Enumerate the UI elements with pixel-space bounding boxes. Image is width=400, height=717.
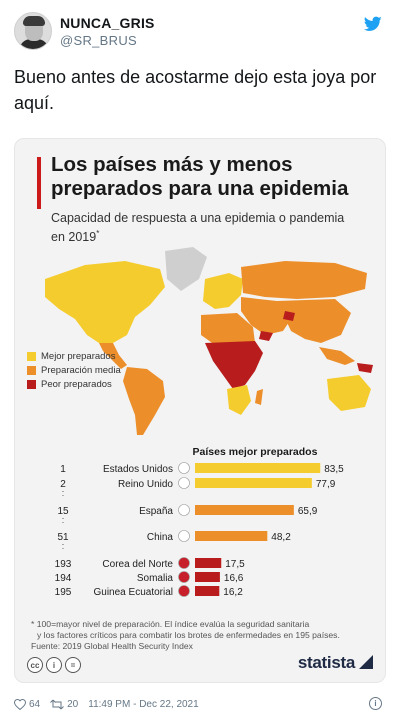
flag-kp-icon xyxy=(178,557,190,569)
chart-title: Países mejor preparados xyxy=(193,446,318,458)
twitter-bird-icon[interactable] xyxy=(364,16,382,32)
bar xyxy=(195,463,321,473)
infographic-title: Los países más y menos preparados para u… xyxy=(51,153,349,200)
heart-icon xyxy=(14,698,26,710)
retweet-count: 20 xyxy=(67,698,79,710)
legend-item-medium: Preparación media xyxy=(27,363,157,377)
world-map xyxy=(45,247,373,435)
value-label: 65,9 xyxy=(298,506,318,517)
rank-label: 194 xyxy=(55,573,72,584)
info-icon[interactable]: i xyxy=(369,697,382,710)
flag-uk-icon xyxy=(178,477,190,489)
rank-label: 195 xyxy=(55,587,72,598)
like-count: 64 xyxy=(29,698,41,710)
value-label: 16,6 xyxy=(224,573,244,584)
retweet-icon xyxy=(50,699,64,709)
avatar[interactable] xyxy=(14,12,52,50)
infographic-card[interactable]: Los países más y menos preparados para u… xyxy=(14,138,386,683)
gap-marker: : xyxy=(62,541,65,551)
value-label: 83,5 xyxy=(324,464,344,475)
display-name[interactable]: NUNCA_GRIS xyxy=(60,15,155,31)
like-button[interactable]: 64 xyxy=(14,698,41,710)
license-icons: cc i = xyxy=(27,657,81,673)
country-label: Guinea Ecuatorial xyxy=(94,587,174,598)
tweet-header: NUNCA_GRIS @SR_BRUS xyxy=(14,12,386,52)
value-label: 16,2 xyxy=(223,587,243,598)
value-label: 17,5 xyxy=(225,559,245,570)
rank-label: 15 xyxy=(57,506,69,517)
flag-so-icon xyxy=(178,571,190,583)
rank-label: 2 xyxy=(60,479,66,490)
bar xyxy=(195,558,222,568)
bar xyxy=(195,505,294,515)
infographic-subtitle: Capacidad de respuesta a una epidemia o … xyxy=(51,211,345,245)
flag-us-icon xyxy=(178,462,190,474)
bar-chart: Países mejor preparados ::: 1 Estados Unid… xyxy=(55,446,344,598)
value-label: 77,9 xyxy=(316,479,336,490)
retweet-button[interactable]: 20 xyxy=(50,699,78,710)
country-label: China xyxy=(147,532,174,543)
card-footer: cc i = statista xyxy=(15,653,385,682)
flag-gq-icon xyxy=(178,585,190,597)
cc-icon: cc xyxy=(27,657,43,673)
country-label: España xyxy=(139,506,173,517)
rank-label: 1 xyxy=(60,464,66,475)
country-label: Reino Unido xyxy=(118,479,173,490)
legend-item-worst: Peor preparados xyxy=(27,377,157,391)
map-legend: Mejor preparados Preparación media Peor … xyxy=(27,349,157,391)
timestamp[interactable]: 11:49 PM - Dec 22, 2021 xyxy=(88,698,199,710)
statista-logo[interactable]: statista xyxy=(298,653,373,673)
tweet-text: Bueno antes de acostarme dejo esta joya … xyxy=(14,67,377,113)
tweet-actions: 64 20 11:49 PM - Dec 22, 2021 i xyxy=(14,696,386,712)
footnote: * 100=mayor nivel de preparación. El índ… xyxy=(31,619,340,651)
title-accent-bar xyxy=(37,157,41,209)
bar xyxy=(195,586,220,596)
country-label: Somalia xyxy=(137,573,174,584)
value-label: 48,2 xyxy=(271,532,291,543)
gap-marker: : xyxy=(62,488,65,498)
gap-marker: : xyxy=(62,515,65,525)
flag-cn-icon xyxy=(178,530,190,542)
info-icon: i xyxy=(46,657,62,673)
country-label: Estados Unidos xyxy=(103,464,173,475)
user-handle[interactable]: @SR_BRUS xyxy=(60,33,138,48)
flag-es-icon xyxy=(178,504,190,516)
statista-mark-icon xyxy=(359,655,373,669)
rank-label: 51 xyxy=(57,532,69,543)
bar xyxy=(195,478,312,488)
country-label: Corea del Norte xyxy=(102,559,173,570)
legend-item-best: Mejor preparados xyxy=(27,349,157,363)
bar xyxy=(195,572,220,582)
equals-icon: = xyxy=(65,657,81,673)
bar xyxy=(195,531,268,541)
rank-label: 193 xyxy=(55,559,72,570)
